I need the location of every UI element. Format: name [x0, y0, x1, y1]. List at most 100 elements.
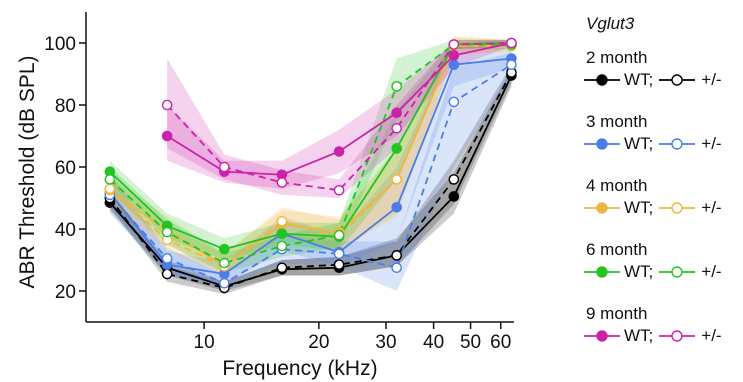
- y-axis-label: ABR Threshold (dB SPL): [16, 55, 39, 288]
- 3-month-het-band: [109, 52, 512, 291]
- 3-month-het-point: [161, 253, 173, 264]
- legend-het-label: +/-: [701, 198, 722, 217]
- legend-row: WT; +/-: [584, 196, 740, 220]
- 2-month-wt-point: [448, 191, 460, 202]
- 3-month-het-point: [333, 248, 345, 260]
- 9-month-wt-point: [391, 107, 402, 119]
- 4-month-het-point: [276, 215, 288, 227]
- legend-title: Vglut3: [586, 14, 635, 33]
- legend-group-label: 3 month: [586, 112, 648, 131]
- 3-month-het-point: [506, 59, 517, 70]
- 4-month-het-point: [104, 183, 116, 194]
- 6-month-wt-line: [109, 42, 512, 251]
- legend-wt-label: WT;: [624, 134, 654, 153]
- x-tick-label: 20: [308, 332, 329, 353]
- 3-month-wt-point: [448, 59, 460, 70]
- legend-group-label: 9 month: [586, 304, 648, 323]
- 2-month-het-point: [448, 174, 460, 185]
- legend-wt-swatch: [584, 202, 620, 214]
- 9-month-het-point: [506, 37, 517, 49]
- 6-month-wt-band: [109, 39, 512, 261]
- 6-month-wt-point: [276, 228, 288, 239]
- x-tick-label: 50: [460, 332, 481, 353]
- x-tick-label: 30: [375, 332, 396, 353]
- 9-month-het-point: [448, 39, 460, 50]
- x-tick-label: 40: [423, 332, 444, 353]
- legend-het-swatch: [659, 266, 696, 278]
- 6-month-het-point: [219, 257, 230, 269]
- 9-month-wt-band: [167, 39, 512, 189]
- y-tick-label: 80: [55, 96, 76, 117]
- legend-group: 2 month WT; +/-: [584, 48, 740, 112]
- legend-het-swatch: [659, 138, 696, 150]
- legend-wt-label: WT;: [624, 262, 654, 281]
- 6-month-wt-point: [391, 143, 402, 154]
- legend-wt-swatch: [584, 74, 620, 86]
- legend-wt-swatch: [584, 330, 620, 342]
- 9-month-wt-point: [333, 146, 345, 157]
- 9-month-wt-point: [448, 50, 460, 61]
- y-tick-label: 100: [44, 34, 76, 55]
- legend-wt-label: WT;: [624, 326, 654, 345]
- 2-month-het-point: [161, 268, 173, 280]
- 3-month-het-point: [219, 277, 230, 289]
- 3-month-het-point: [448, 96, 460, 108]
- y-tick-label: 20: [55, 282, 76, 303]
- x-tick-label: 60: [490, 332, 511, 353]
- 4-month-het-point: [391, 174, 402, 185]
- legend-group: 9 month WT; +/-: [584, 304, 740, 368]
- legend-group-label: 6 month: [586, 240, 648, 259]
- 2-month-het-point: [333, 259, 345, 270]
- y-tick-label: 60: [55, 158, 76, 179]
- legend-het-swatch: [659, 202, 696, 214]
- 3-month-het-point: [391, 262, 402, 274]
- y-tick-label: 40: [55, 220, 76, 241]
- 9-month-het-point: [219, 161, 230, 173]
- legend-row: WT; +/-: [584, 260, 740, 284]
- legend-het-label: +/-: [701, 326, 722, 345]
- 3-month-wt-line: [109, 57, 512, 275]
- legend: Vglut3 2 month WT; +/- 3 month WT; +/- 4 month…: [584, 14, 740, 368]
- legend-group: 4 month WT; +/-: [584, 176, 740, 240]
- 3-month-wt-band: [109, 43, 512, 285]
- legend-het-label: +/-: [701, 70, 722, 89]
- legend-group: 3 month WT; +/-: [584, 112, 740, 176]
- legend-het-label: +/-: [701, 262, 722, 281]
- legend-group: 6 month WT; +/-: [584, 240, 740, 304]
- 6-month-het-point: [333, 229, 345, 241]
- x-tick-label: 10: [194, 332, 215, 353]
- 6-month-het-point: [391, 81, 402, 92]
- 9-month-het-point: [391, 122, 402, 134]
- legend-group-label: 2 month: [586, 48, 648, 67]
- 4-month-het-line: [109, 45, 512, 268]
- 9-month-het-point: [161, 99, 173, 111]
- legend-wt-label: WT;: [624, 70, 654, 89]
- 6-month-het-point: [161, 226, 173, 238]
- legend-group-label: 4 month: [586, 176, 648, 195]
- 9-month-het-point: [333, 184, 345, 196]
- legend-wt-swatch: [584, 138, 620, 150]
- 2-month-het-point: [276, 262, 288, 274]
- legend-row: WT; +/-: [584, 132, 740, 156]
- legend-het-swatch: [659, 74, 696, 86]
- 9-month-het-band: [167, 39, 512, 199]
- x-axis-label: Frequency (kHz): [222, 357, 377, 380]
- 3-month-het-line: [109, 63, 512, 285]
- legend-row: WT; +/-: [584, 68, 740, 92]
- 6-month-het-point: [104, 174, 116, 185]
- 9-month-wt-point: [161, 130, 173, 142]
- 2-month-wt-line: [109, 75, 513, 288]
- 2-month-het-point: [391, 250, 402, 261]
- 3-month-wt-point: [391, 201, 402, 213]
- legend-het-swatch: [659, 330, 696, 342]
- legend-wt-swatch: [584, 266, 620, 278]
- 6-month-het-line: [109, 43, 512, 265]
- 2-month-het-line: [109, 72, 513, 289]
- legend-row: WT; +/-: [584, 324, 740, 348]
- 9-month-het-point: [276, 177, 288, 188]
- legend-het-label: +/-: [701, 134, 722, 153]
- legend-wt-label: WT;: [624, 198, 654, 217]
- 6-month-het-point: [276, 240, 288, 252]
- 2-month-wt-band: [109, 67, 512, 291]
